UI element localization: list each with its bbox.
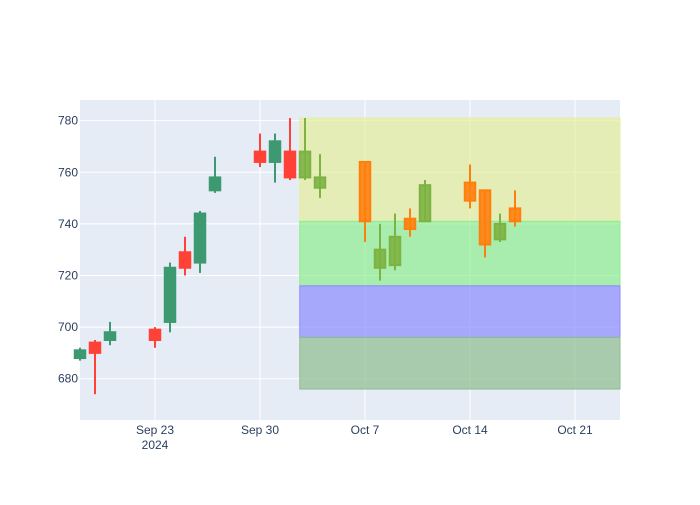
candle — [88, 340, 102, 395]
x-tick-sublabel: 2024 — [142, 438, 169, 452]
y-tick-label: 700 — [58, 320, 78, 334]
candle-body — [463, 181, 477, 202]
candle-body — [478, 189, 492, 246]
range-bands — [299, 117, 621, 390]
candle — [103, 321, 117, 346]
candle — [493, 213, 507, 242]
candle — [73, 347, 87, 361]
candle-body — [73, 349, 87, 360]
candle — [478, 189, 492, 258]
candle-body — [403, 217, 417, 231]
candle-body — [508, 207, 522, 223]
candle — [298, 118, 312, 180]
candle — [313, 154, 327, 199]
candle-body — [208, 176, 222, 192]
candle-body — [178, 251, 192, 269]
y-axis-ticks: 680 700 720 740 760 780 — [58, 114, 78, 386]
range-band — [299, 336, 621, 390]
range-band — [299, 285, 621, 338]
range-band — [299, 220, 621, 287]
candle — [283, 118, 297, 180]
candle-body — [268, 140, 282, 163]
candle — [193, 210, 207, 273]
candle — [163, 262, 177, 333]
candle-body — [493, 222, 507, 241]
y-tick-label: 760 — [58, 165, 78, 179]
range-band — [299, 117, 621, 222]
candle — [268, 133, 282, 183]
y-tick-label: 720 — [58, 268, 78, 282]
candle — [373, 223, 387, 281]
candle — [403, 208, 417, 237]
candle-body — [418, 184, 432, 223]
candle-body — [388, 235, 402, 267]
candle — [358, 160, 372, 242]
candle — [208, 156, 222, 193]
candle-body — [313, 176, 327, 189]
candle — [508, 190, 522, 227]
candle-body — [298, 150, 312, 179]
x-tick-label: Sep 30 — [241, 423, 279, 437]
x-tick-label: Oct 7 — [351, 423, 380, 437]
candle-body — [193, 212, 207, 264]
candle-body — [253, 150, 267, 163]
y-tick-label: 740 — [58, 217, 78, 231]
candle-body — [148, 328, 162, 342]
x-tick-label: Oct 21 — [557, 423, 593, 437]
candle-body — [163, 266, 177, 323]
candle — [148, 327, 162, 348]
candle-body — [358, 160, 372, 223]
candle-body — [103, 331, 117, 341]
y-tick-label: 680 — [58, 372, 78, 386]
candle-body — [283, 150, 297, 179]
x-tick-label: Sep 23 — [136, 423, 174, 437]
candles — [73, 118, 522, 395]
candle — [463, 164, 477, 209]
candle-body — [88, 341, 102, 354]
candle-body — [373, 248, 387, 269]
candle — [253, 133, 267, 168]
x-tick-label: Oct 14 — [452, 423, 488, 437]
candle — [178, 236, 192, 276]
y-tick-label: 780 — [58, 114, 78, 128]
candle — [388, 213, 402, 271]
candle — [418, 180, 432, 223]
